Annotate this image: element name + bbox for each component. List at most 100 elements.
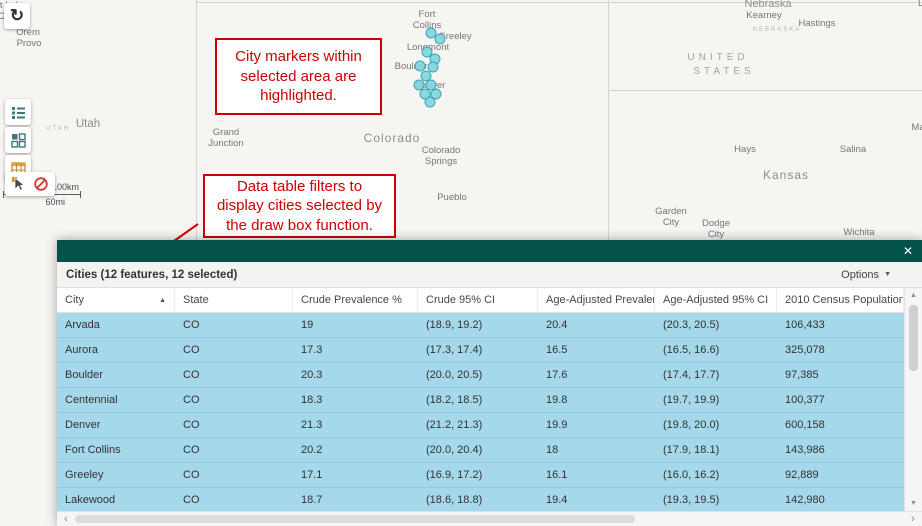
table-cell: 16.1 <box>546 469 568 481</box>
table-cell: Boulder <box>65 369 103 381</box>
options-button[interactable]: Options ▼ <box>841 269 891 281</box>
map-label-states: STATES <box>693 66 755 77</box>
map-label-united: UNITED <box>687 52 749 63</box>
sort-ascending-icon: ▲ <box>159 296 166 304</box>
table-cell: 92,889 <box>785 469 819 481</box>
state-border-line <box>608 0 609 242</box>
scale-km-label: 100km <box>51 182 79 192</box>
vertical-scrollbar[interactable]: ▲ ▼ <box>904 288 922 511</box>
table-title: Cities (12 features, 12 selected) <box>66 268 238 281</box>
map-label-wichita: Wichita <box>843 227 875 238</box>
legend-button[interactable] <box>5 99 31 125</box>
chevron-down-icon: ▼ <box>910 500 917 507</box>
close-icon: ✕ <box>902 244 914 258</box>
table-cell: (17.4, 17.7) <box>663 369 720 381</box>
horizontal-scrollbar[interactable]: ‹ › <box>57 511 922 526</box>
pointer-select-icon <box>11 177 25 191</box>
table-cell: Aurora <box>65 344 99 356</box>
table-cell: (17.3, 17.4) <box>426 344 483 356</box>
column-header[interactable]: Age-Adjusted Prevalence % <box>538 288 655 312</box>
table-cell: 19.8 <box>546 394 568 406</box>
table-main: City ▲ State Crude Prevalence % Crude 95% CI… <box>57 288 904 511</box>
table-cell: 19.9 <box>546 419 568 431</box>
table-row[interactable]: Centennial CO 18.3 (18.2, 18.5) 19.8 (19.7, 1… <box>57 388 904 413</box>
close-button[interactable]: ✕ <box>894 240 922 262</box>
city-marker[interactable] <box>414 60 426 72</box>
select-by-rectangle-button[interactable] <box>10 175 28 193</box>
annotation-callout-highlighted-markers: City markers within selected area are hi… <box>215 38 382 115</box>
horizontal-scroll-thumb[interactable] <box>75 515 635 523</box>
table-cell: (18.2, 18.5) <box>426 394 483 406</box>
city-marker[interactable] <box>421 46 433 58</box>
city-marker[interactable] <box>424 96 436 108</box>
refresh-button[interactable]: ↻ <box>4 3 30 29</box>
table-cell: (16.9, 17.2) <box>426 469 483 481</box>
table-cell: (17.9, 18.1) <box>663 444 720 456</box>
map-label-manhattan: Manhattan <box>911 122 922 133</box>
table-cell: (20.3, 20.5) <box>663 319 720 331</box>
table-cell: 16.5 <box>546 344 568 356</box>
column-header[interactable]: Crude 95% CI <box>418 288 538 312</box>
scroll-right-button[interactable]: › <box>904 512 922 526</box>
table-cell: CO <box>183 444 200 456</box>
table-cell: 325,078 <box>785 344 825 356</box>
table-cell: Arvada <box>65 319 100 331</box>
table-cell: (18.6, 18.8) <box>426 494 483 506</box>
options-label: Options <box>841 268 880 281</box>
table-cell: (20.0, 20.5) <box>426 369 483 381</box>
map-label-colorado-springs: Colorado Springs <box>421 145 461 168</box>
map-label-salina: Salina <box>839 144 867 155</box>
column-header[interactable]: 2010 Census Population <box>777 288 904 312</box>
scroll-left-button[interactable]: ‹ <box>57 512 75 526</box>
column-header[interactable]: City ▲ <box>57 288 175 312</box>
map-label-utah-small: UTAH <box>46 126 70 132</box>
map-label-hastings: Hastings <box>798 18 836 29</box>
table-cell: 106,433 <box>785 319 825 331</box>
table-cell: 20.2 <box>301 444 323 456</box>
table-row[interactable]: Boulder CO 20.3 (20.0, 20.5) 17.6 (17.4, 17.7… <box>57 363 904 388</box>
table-row[interactable]: Lakewood CO 18.7 (18.6, 18.8) 19.4 (19.3, 19.… <box>57 488 904 511</box>
table-row[interactable]: Greeley CO 17.1 (16.9, 17.2) 16.1 (16.0, 16.2… <box>57 463 904 488</box>
table-cell: 18.7 <box>301 494 323 506</box>
column-header[interactable]: Crude Prevalence % <box>293 288 418 312</box>
basemap-gallery-button[interactable] <box>5 127 31 153</box>
city-marker[interactable] <box>413 79 425 91</box>
table-cell: 18.3 <box>301 394 323 406</box>
scale-mi-label: 60mi <box>45 197 65 207</box>
map-label-colorado-state: Colorado <box>363 131 421 145</box>
scroll-down-button[interactable]: ▼ <box>905 496 922 511</box>
column-header[interactable]: State <box>175 288 293 312</box>
basemap-grid-icon <box>10 132 26 148</box>
map-label-dodge-city: Dodge City <box>702 218 730 241</box>
map-label-kearney: Kearney <box>746 10 782 21</box>
map-label-pueblo: Pueblo <box>437 192 467 203</box>
map-label-kansas-state: Kansas <box>762 168 810 182</box>
table-cell: 100,377 <box>785 394 825 406</box>
table-cell: Greeley <box>65 469 104 481</box>
city-marker[interactable] <box>434 33 446 45</box>
vertical-scroll-thumb[interactable] <box>909 305 918 371</box>
table-row[interactable]: Fort Collins CO 20.2 (20.0, 20.4) 18 (17.9, 1… <box>57 438 904 463</box>
caret-down-icon: ▼ <box>884 271 891 278</box>
state-border-line <box>196 2 922 3</box>
table-row[interactable]: Aurora CO 17.3 (17.3, 17.4) 16.5 (16.5, 16.6)… <box>57 338 904 363</box>
table-cell: 18 <box>546 444 559 456</box>
table-cell: (16.0, 16.2) <box>663 469 720 481</box>
column-header[interactable]: Age-Adjusted 95% CI <box>655 288 777 312</box>
city-marker[interactable] <box>430 88 442 100</box>
table-cell: 17.3 <box>301 344 323 356</box>
clear-selection-button[interactable] <box>32 175 50 193</box>
city-marker[interactable] <box>425 27 437 39</box>
table-cell: 97,385 <box>785 369 819 381</box>
table-cell: Centennial <box>65 394 118 406</box>
city-marker[interactable] <box>427 61 439 73</box>
map-label-garden-city: Garden City <box>655 206 687 229</box>
table-cell: 21.3 <box>301 419 323 431</box>
table-row[interactable]: Denver CO 21.3 (21.2, 21.3) 19.9 (19.8, 20.0)… <box>57 413 904 438</box>
map-label-utah-state: Utah <box>75 118 101 130</box>
scroll-up-button[interactable]: ▲ <box>905 288 922 303</box>
panel-titlebar: Cities (12 features, 12 selected) Option… <box>57 262 922 288</box>
state-border-line <box>196 0 197 242</box>
state-border-line <box>608 90 922 91</box>
table-row[interactable]: Arvada CO 19 (18.9, 19.2) 20.4 (20.3, 20.5) 10… <box>57 313 904 338</box>
